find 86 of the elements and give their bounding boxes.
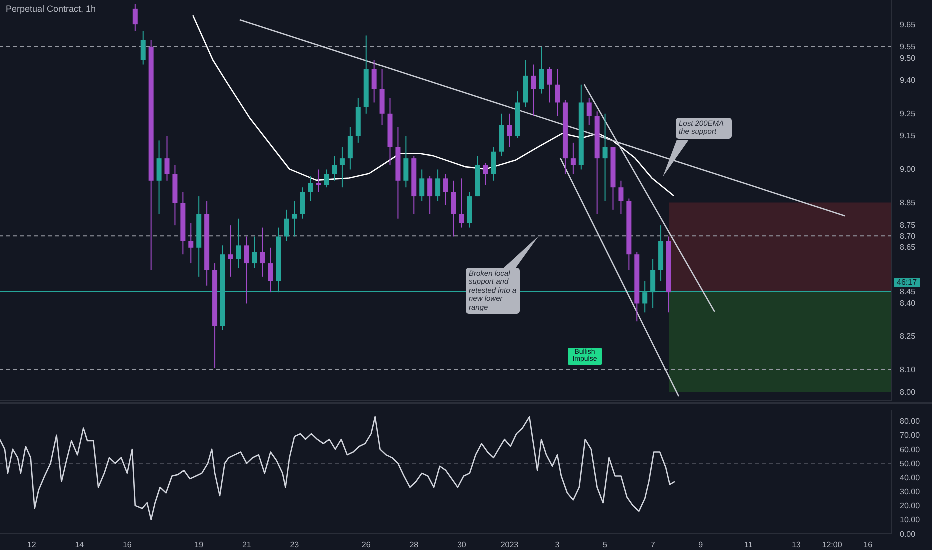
y-tick-label: 8.85 xyxy=(900,198,916,208)
candlestick xyxy=(324,169,330,188)
y-tick-label: 8.25 xyxy=(900,332,916,342)
y-tick-label: 60.00 xyxy=(900,445,921,454)
candlestick xyxy=(140,30,146,66)
candlestick xyxy=(228,225,234,278)
x-tick-label: 3 xyxy=(555,540,560,550)
candlestick xyxy=(164,136,170,182)
candlestick xyxy=(132,4,138,32)
y-tick-label: 50.00 xyxy=(900,459,921,468)
x-tick-label: 30 xyxy=(457,540,467,550)
chart-title: Perpetual Contract, 1h xyxy=(6,4,96,14)
candlestick xyxy=(483,162,488,186)
candlestick xyxy=(236,218,242,268)
y-tick-label: 0.00 xyxy=(900,530,916,539)
y-tick-label: 9.25 xyxy=(900,109,916,118)
y-tick-label: 80.00 xyxy=(900,417,921,426)
x-tick-label: 9 xyxy=(698,540,704,550)
candlestick xyxy=(260,227,266,278)
candlestick xyxy=(372,60,377,104)
candlestick xyxy=(292,200,298,238)
candlestick xyxy=(316,169,322,193)
candlestick xyxy=(570,142,576,175)
candlestick xyxy=(602,113,608,202)
x-tick-label: 23 xyxy=(290,540,300,550)
candlestick xyxy=(284,209,290,242)
y-tick-label: 8.00 xyxy=(900,388,916,397)
candlestick xyxy=(332,156,337,182)
line-series xyxy=(192,14,675,197)
candlestick xyxy=(188,222,194,264)
candlestick xyxy=(308,176,314,202)
candlestick xyxy=(451,180,456,238)
y-tick-label: 8.40 xyxy=(900,298,916,308)
y-tick-label: 30.00 xyxy=(900,488,921,497)
candlestick xyxy=(252,236,258,268)
x-tick-label: 28 xyxy=(410,540,420,550)
candlestick xyxy=(586,98,592,126)
x-tick-label: 12:00 xyxy=(822,540,843,550)
y-tick-label: 9.40 xyxy=(900,76,916,86)
candlestick xyxy=(459,178,464,228)
candlestick xyxy=(340,146,345,188)
x-tick-label: 5 xyxy=(603,540,608,550)
x-tick-label: 12 xyxy=(27,540,37,550)
candlestick xyxy=(268,247,274,294)
y-tick-label: 9.50 xyxy=(900,54,916,63)
y-tick-label: 20.00 xyxy=(900,502,921,511)
y-tick-label: 8.65 xyxy=(900,243,916,252)
candlestick xyxy=(156,140,162,215)
candlestick xyxy=(531,64,536,117)
y-tick-label: 8.75 xyxy=(900,220,916,230)
x-tick-label: 2023 xyxy=(500,540,520,550)
y-tick-label: 8.45 xyxy=(900,288,916,297)
y-tick-label: 70.00 xyxy=(900,431,921,440)
y-tick-label: 8.70 xyxy=(900,232,916,241)
candlestick xyxy=(491,146,496,182)
candlestick xyxy=(444,174,448,206)
x-tick-label: 11 xyxy=(744,540,754,550)
candlestick xyxy=(420,169,425,202)
text: 46:17 xyxy=(894,278,920,287)
candlestick xyxy=(547,66,552,104)
candlestick xyxy=(428,176,433,215)
x-tick-label: 16 xyxy=(864,540,874,550)
y-tick-label: 9.00 xyxy=(900,165,916,174)
candlestick xyxy=(300,187,306,220)
y-tick-label: 9.65 xyxy=(900,20,916,30)
x-tick-label: 16 xyxy=(122,540,132,550)
x-tick-label: 13 xyxy=(792,540,802,550)
x-tick-label: 19 xyxy=(194,540,204,550)
candlestick xyxy=(618,180,624,215)
x-tick-label: 21 xyxy=(242,540,252,550)
candlestick xyxy=(436,169,441,202)
y-tick-label: 9.55 xyxy=(900,42,916,52)
candlestick xyxy=(507,113,512,148)
line-series xyxy=(0,416,676,521)
candlestick xyxy=(539,46,544,94)
x-tick-label: 26 xyxy=(362,540,372,550)
candlestick xyxy=(404,136,409,188)
candlestick xyxy=(555,68,560,117)
candlestick xyxy=(348,126,353,170)
y-tick-label: 10.00 xyxy=(900,516,921,525)
y-tick-label: 9.15 xyxy=(900,132,916,141)
y-tick-label: 8.10 xyxy=(900,366,916,375)
y-tick-label: 40.00 xyxy=(900,473,921,482)
x-tick-label: 7 xyxy=(650,540,656,550)
x-tick-label: 14 xyxy=(75,540,85,550)
candlestick xyxy=(244,236,250,304)
